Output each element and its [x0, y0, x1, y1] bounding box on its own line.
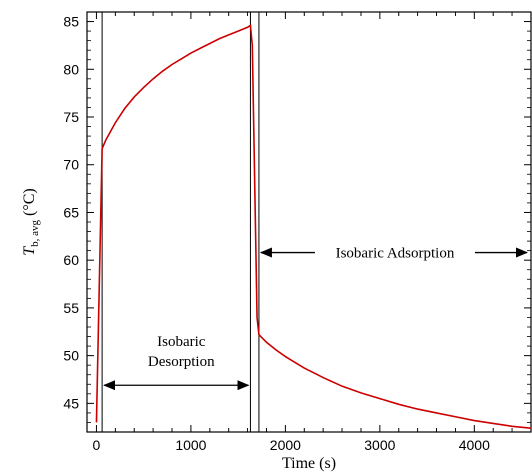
- x-axis-title: Time (s): [282, 455, 336, 472]
- x-tick-label: 3000: [364, 437, 395, 453]
- series-line: [95, 23, 532, 429]
- y-tick-label: 55: [63, 300, 79, 316]
- x-tick-label: 0: [93, 437, 101, 453]
- x-tick-label: 2000: [270, 437, 301, 453]
- y-tick-label: 70: [63, 157, 79, 173]
- adsorption-label: Isobaric Adsorption: [336, 246, 455, 262]
- y-axis-title: Tb, avg (°C): [21, 188, 41, 256]
- y-tick-label: 60: [63, 252, 79, 268]
- y-tick-label: 85: [63, 14, 79, 30]
- x-tick-label: 4000: [459, 437, 490, 453]
- desorption-label: Desorption: [148, 354, 215, 370]
- desorption-label: Isobaric: [157, 334, 206, 350]
- y-tick-label: 75: [63, 109, 79, 125]
- y-tick-label: 80: [63, 61, 79, 77]
- y-tick-label: 45: [63, 395, 79, 411]
- x-tick-label: 1000: [175, 437, 206, 453]
- y-tick-label: 65: [63, 204, 79, 220]
- y-tick-label: 50: [63, 348, 79, 364]
